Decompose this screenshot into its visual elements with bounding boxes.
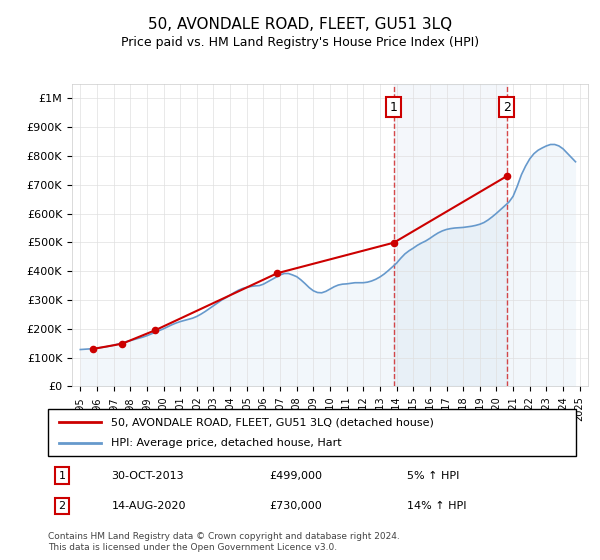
FancyBboxPatch shape xyxy=(48,409,576,456)
Text: 50, AVONDALE ROAD, FLEET, GU51 3LQ (detached house): 50, AVONDALE ROAD, FLEET, GU51 3LQ (deta… xyxy=(112,417,434,427)
Text: 14% ↑ HPI: 14% ↑ HPI xyxy=(407,501,467,511)
Text: 2: 2 xyxy=(59,501,65,511)
Text: 2: 2 xyxy=(503,101,511,114)
Text: Price paid vs. HM Land Registry's House Price Index (HPI): Price paid vs. HM Land Registry's House … xyxy=(121,36,479,49)
Point xyxy=(117,339,127,348)
Text: 14-AUG-2020: 14-AUG-2020 xyxy=(112,501,186,511)
Point xyxy=(502,172,512,181)
Point xyxy=(151,326,160,335)
Text: HPI: Average price, detached house, Hart: HPI: Average price, detached house, Hart xyxy=(112,438,342,448)
Text: 50, AVONDALE ROAD, FLEET, GU51 3LQ: 50, AVONDALE ROAD, FLEET, GU51 3LQ xyxy=(148,17,452,32)
Point xyxy=(272,269,282,278)
Point xyxy=(389,238,398,247)
Text: £730,000: £730,000 xyxy=(270,501,323,511)
Text: £499,000: £499,000 xyxy=(270,470,323,480)
Text: 1: 1 xyxy=(390,101,398,114)
Point xyxy=(88,344,98,353)
Text: Contains HM Land Registry data © Crown copyright and database right 2024.
This d: Contains HM Land Registry data © Crown c… xyxy=(48,532,400,552)
Text: 30-OCT-2013: 30-OCT-2013 xyxy=(112,470,184,480)
Bar xyxy=(394,84,507,386)
Text: 5% ↑ HPI: 5% ↑ HPI xyxy=(407,470,460,480)
Text: 1: 1 xyxy=(59,470,65,480)
